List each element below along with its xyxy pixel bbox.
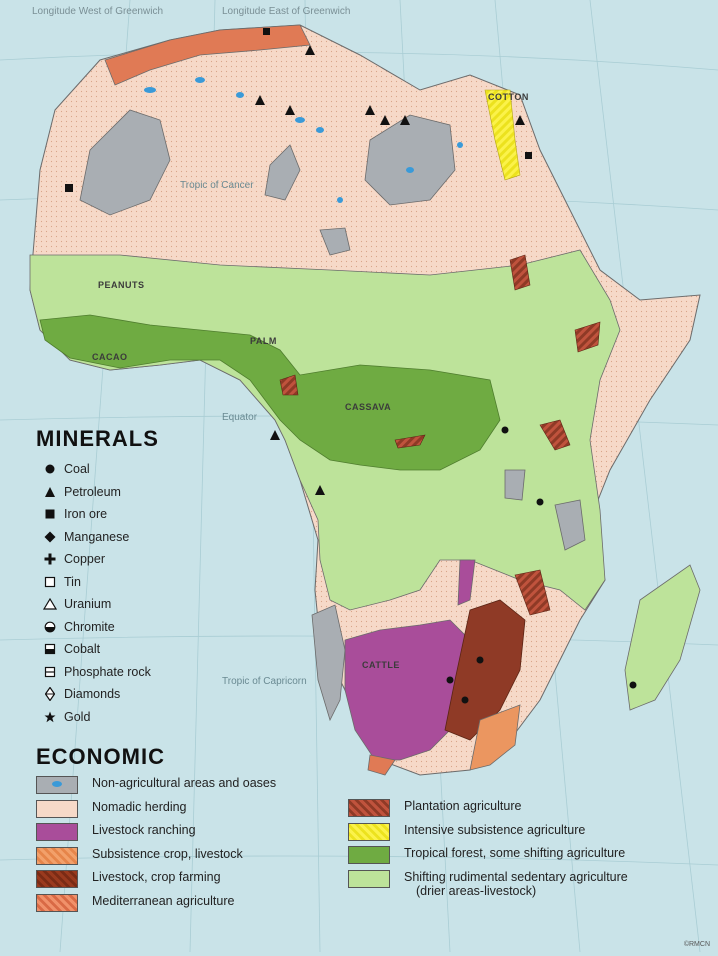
equator-label: Equator	[222, 412, 258, 423]
copper-icon	[36, 553, 64, 565]
tropic-of-cancer-label: Tropic of Cancer	[180, 180, 254, 191]
legend-label: Manganese	[64, 529, 130, 544]
economic-legend: ECONOMIC Non-agricultural areas and oase…	[36, 744, 716, 956]
legend-label: Mediterranean agriculture	[92, 893, 235, 908]
legend-item-copper: Copper	[36, 548, 216, 571]
non-agricultural-areas	[79, 109, 586, 722]
legend-item-nomadic-herding: Nomadic herding	[36, 799, 276, 824]
intensive-subsistence-swatch	[348, 822, 390, 841]
shifting-label-main: Shifting rudimental sedentary agricultur…	[404, 869, 628, 884]
legend-label: Intensive subsistence agriculture	[404, 822, 586, 837]
legend-label: Petroleum	[64, 484, 121, 499]
legend-label: Uranium	[64, 597, 112, 612]
legend-label: Livestock ranching	[92, 823, 196, 837]
legend-label: Subsistence crop, livestock	[92, 846, 243, 861]
subsistence-region	[469, 704, 521, 771]
legend-label: Cobalt	[64, 642, 101, 657]
legend-item-livestock-ranching: Livestock ranching	[36, 823, 276, 847]
mediterranean-swatch	[36, 893, 78, 912]
madagascar	[624, 564, 701, 711]
cattle-label: CATTLE	[362, 660, 400, 670]
cobalt-icon	[36, 643, 64, 655]
minerals-legend: MINERALS Coal Petroleum Iron ore Mangane…	[36, 426, 216, 728]
iron-ore-icon	[36, 508, 64, 520]
palm-label: PALM	[250, 336, 277, 346]
livestock-ranching-swatch	[36, 823, 78, 841]
economic-right-column: Plantation agriculture Intensive subsist…	[348, 799, 628, 906]
oases	[144, 77, 463, 203]
legend-label: Chromite	[64, 619, 115, 634]
shifting-label-sub: (drier areas-livestock)	[416, 883, 537, 898]
livestock-crop-region	[444, 599, 526, 741]
legend-item-uranium: Uranium	[36, 593, 216, 616]
chromite-icon	[36, 621, 64, 633]
tin-icon	[36, 576, 64, 588]
legend-label: Diamonds	[64, 687, 121, 702]
legend-item-coal: Coal	[36, 458, 216, 481]
cotton-label: COTTON	[488, 92, 529, 102]
mineral-markers	[65, 28, 637, 704]
economic-heading: ECONOMIC	[36, 744, 165, 769]
legend-label: Shifting rudimental sedentary agricultur…	[404, 870, 628, 898]
legend-label: Livestock, crop farming	[92, 870, 221, 884]
economic-left-column: Non-agricultural areas and oases Nomadic…	[36, 776, 276, 917]
livestock-ranching-region-2	[457, 559, 476, 606]
legend-label: Non-agricultural areas and oases	[92, 776, 277, 790]
legend-item-plantation: Plantation agriculture	[348, 799, 628, 823]
cassava-label: CASSAVA	[345, 402, 392, 412]
legend-label: Coal	[64, 462, 90, 477]
livestock-crop-farming-swatch	[36, 870, 78, 888]
tropical-forest-swatch	[348, 846, 390, 864]
coal-icon	[36, 463, 64, 475]
legend-item-iron-ore: Iron ore	[36, 503, 216, 526]
legend-label: Tropical forest, some shifting agricultu…	[404, 846, 626, 860]
tropical-forest-region	[39, 314, 501, 471]
oasis-icon	[52, 781, 62, 787]
legend-item-phosphate-rock: Phosphate rock	[36, 661, 216, 684]
diamond-icon	[36, 687, 64, 702]
legend-label: Iron ore	[64, 507, 108, 522]
non-agricultural-swatch	[36, 776, 78, 794]
uranium-icon	[36, 598, 64, 610]
legend-item-cobalt: Cobalt	[36, 638, 216, 661]
legend-item-manganese: Manganese	[36, 526, 216, 549]
legend-item-diamonds: Diamonds	[36, 683, 216, 706]
legend-label: Tin	[64, 574, 81, 589]
legend-item-intensive-subsistence: Intensive subsistence agriculture	[348, 822, 628, 847]
legend-item-subsistence-crop: Subsistence crop, livestock	[36, 846, 276, 871]
legend-item-non-agricultural: Non-agricultural areas and oases	[36, 776, 276, 800]
petroleum-icon	[36, 486, 64, 498]
legend-item-petroleum: Petroleum	[36, 481, 216, 504]
legend-label: Nomadic herding	[92, 799, 187, 814]
manganese-icon	[36, 531, 64, 543]
legend-item-livestock-crop-farming: Livestock, crop farming	[36, 870, 276, 894]
legend-label: Phosphate rock	[64, 664, 151, 679]
legend-item-mediterranean: Mediterranean agriculture	[36, 893, 276, 918]
longitude-west-label: Longitude West of Greenwich	[32, 6, 164, 17]
credit: ©RMCN	[683, 941, 710, 948]
gold-icon	[36, 711, 64, 723]
subsistence-crop-swatch	[36, 846, 78, 865]
legend-label: Copper	[64, 552, 105, 567]
legend-label: Plantation agriculture	[404, 799, 522, 813]
longitude-east-label: Longitude East of Greenwich	[222, 6, 351, 17]
plantation-swatch	[348, 799, 390, 817]
tropic-of-capricorn-label: Tropic of Capricorn	[222, 676, 307, 687]
cacao-label: CACAO	[92, 352, 128, 362]
legend-item-chromite: Chromite	[36, 616, 216, 639]
phosphate-rock-icon	[36, 666, 64, 678]
shifting-rudimental-swatch	[348, 869, 390, 888]
legend-item-gold: Gold	[36, 706, 216, 729]
legend-item-shifting-rudimental: Shifting rudimental sedentary agricultur…	[348, 869, 628, 906]
legend-item-tropical-forest: Tropical forest, some shifting agricultu…	[348, 846, 628, 870]
mediterranean-region-north	[104, 24, 311, 86]
legend-label: Gold	[64, 709, 91, 724]
nomadic-herding-swatch	[36, 799, 78, 818]
peanuts-label: PEANUTS	[98, 280, 145, 290]
minerals-heading: MINERALS	[36, 426, 159, 451]
mediterranean-region-south	[367, 754, 396, 776]
legend-item-tin: Tin	[36, 571, 216, 594]
